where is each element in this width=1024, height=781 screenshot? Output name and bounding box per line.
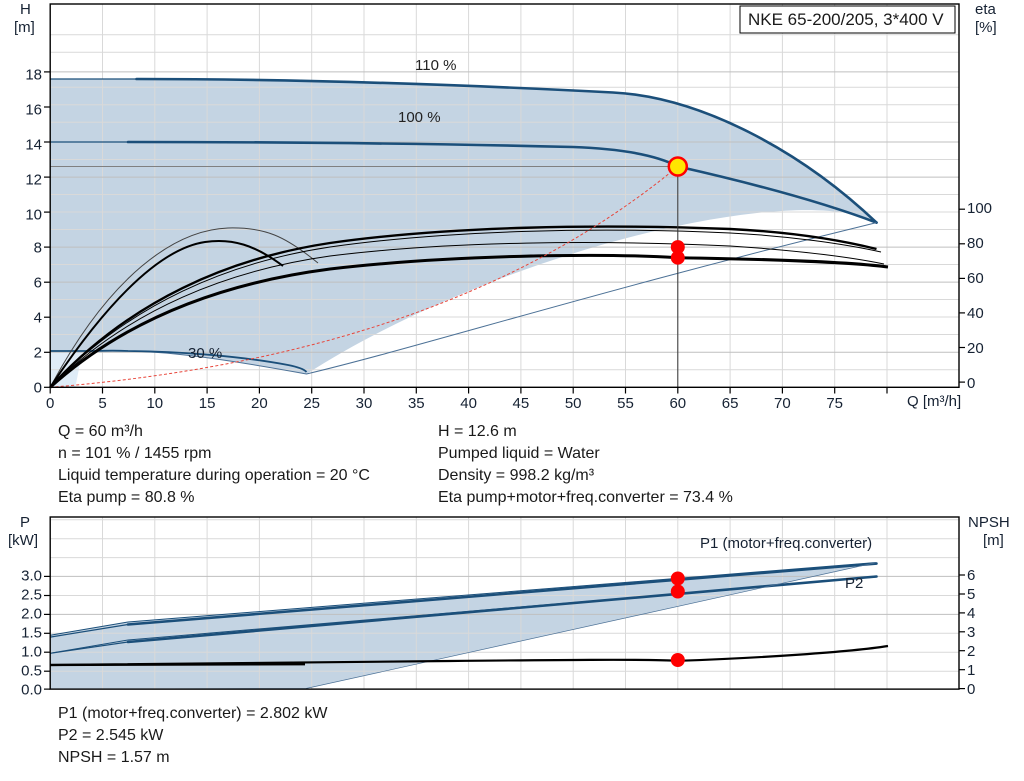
svg-text:2.0: 2.0 <box>21 606 42 623</box>
svg-text:25: 25 <box>303 395 320 412</box>
svg-text:50: 50 <box>565 395 582 412</box>
svg-text:20: 20 <box>251 395 268 412</box>
svg-text:15: 15 <box>199 395 216 412</box>
svg-text:Liquid temperature during oper: Liquid temperature during operation = 20… <box>58 467 370 484</box>
svg-text:2.5: 2.5 <box>21 587 42 604</box>
svg-text:4: 4 <box>967 605 975 622</box>
svg-text:20: 20 <box>967 340 984 357</box>
svg-text:1.0: 1.0 <box>21 644 42 661</box>
svg-text:H = 12.6 m: H = 12.6 m <box>438 423 517 440</box>
svg-text:75: 75 <box>826 395 843 412</box>
svg-text:1.5: 1.5 <box>21 625 42 642</box>
svg-text:n = 101 % / 1455 rpm: n = 101 % / 1455 rpm <box>58 445 211 462</box>
svg-text:[kW]: [kW] <box>8 532 38 549</box>
svg-text:60: 60 <box>967 270 984 287</box>
svg-text:2: 2 <box>34 345 42 362</box>
svg-text:0: 0 <box>46 395 54 412</box>
svg-text:eta: eta <box>975 1 997 18</box>
svg-text:6: 6 <box>34 275 42 292</box>
svg-text:Eta pump+motor+freq.converter: Eta pump+motor+freq.converter = 73.4 % <box>438 489 733 506</box>
svg-text:Eta pump = 80.8 %: Eta pump = 80.8 % <box>58 489 195 506</box>
svg-text:P2: P2 <box>845 575 863 592</box>
svg-text:30 %: 30 % <box>188 345 222 362</box>
svg-text:P2 = 2.545 kW: P2 = 2.545 kW <box>58 727 164 744</box>
svg-text:[m]: [m] <box>14 19 35 36</box>
svg-text:Density = 998.2 kg/m³: Density = 998.2 kg/m³ <box>438 467 595 484</box>
svg-text:35: 35 <box>408 395 425 412</box>
svg-text:H: H <box>20 1 31 18</box>
svg-text:2: 2 <box>967 643 975 660</box>
svg-text:Q [m³/h]: Q [m³/h] <box>907 393 961 410</box>
svg-text:1: 1 <box>967 662 975 679</box>
svg-text:Q = 60 m³/h: Q = 60 m³/h <box>58 423 143 440</box>
svg-text:[%]: [%] <box>975 19 997 36</box>
svg-text:80: 80 <box>967 235 984 252</box>
svg-text:Pumped liquid = Water: Pumped liquid = Water <box>438 445 600 462</box>
svg-text:65: 65 <box>722 395 739 412</box>
svg-text:100 %: 100 % <box>398 109 441 126</box>
svg-text:[m]: [m] <box>983 532 1004 549</box>
svg-text:P1 (motor+freq.converter) = 2.: P1 (motor+freq.converter) = 2.802 kW <box>58 705 328 722</box>
svg-text:18: 18 <box>25 67 42 84</box>
svg-text:60: 60 <box>669 395 686 412</box>
svg-text:P: P <box>20 514 30 531</box>
svg-text:P1 (motor+freq.converter): P1 (motor+freq.converter) <box>700 535 872 552</box>
svg-text:NPSH = 1.57 m: NPSH = 1.57 m <box>58 749 170 766</box>
svg-text:5: 5 <box>967 586 975 603</box>
svg-text:70: 70 <box>774 395 791 412</box>
svg-text:0: 0 <box>967 375 975 392</box>
svg-text:100: 100 <box>967 200 992 217</box>
svg-text:110 %: 110 % <box>415 57 456 74</box>
svg-text:0: 0 <box>967 681 975 698</box>
svg-text:NPSH: NPSH <box>968 514 1010 531</box>
svg-text:55: 55 <box>617 395 634 412</box>
svg-text:8: 8 <box>34 240 42 257</box>
svg-text:NKE 65-200/205, 3*400 V: NKE 65-200/205, 3*400 V <box>748 10 944 29</box>
svg-text:30: 30 <box>356 395 373 412</box>
svg-text:4: 4 <box>34 310 42 327</box>
svg-text:16: 16 <box>25 102 42 119</box>
svg-text:10: 10 <box>25 207 42 224</box>
svg-text:45: 45 <box>513 395 530 412</box>
svg-text:0: 0 <box>34 380 42 397</box>
svg-text:0.5: 0.5 <box>21 663 42 680</box>
svg-text:12: 12 <box>25 172 42 189</box>
svg-text:0.0: 0.0 <box>21 682 42 699</box>
svg-text:6: 6 <box>967 567 975 584</box>
svg-text:5: 5 <box>98 395 106 412</box>
svg-text:40: 40 <box>967 305 984 322</box>
svg-text:10: 10 <box>146 395 163 412</box>
svg-text:14: 14 <box>25 137 42 154</box>
svg-text:3.0: 3.0 <box>21 568 42 585</box>
svg-text:3: 3 <box>967 624 975 641</box>
svg-text:40: 40 <box>460 395 477 412</box>
